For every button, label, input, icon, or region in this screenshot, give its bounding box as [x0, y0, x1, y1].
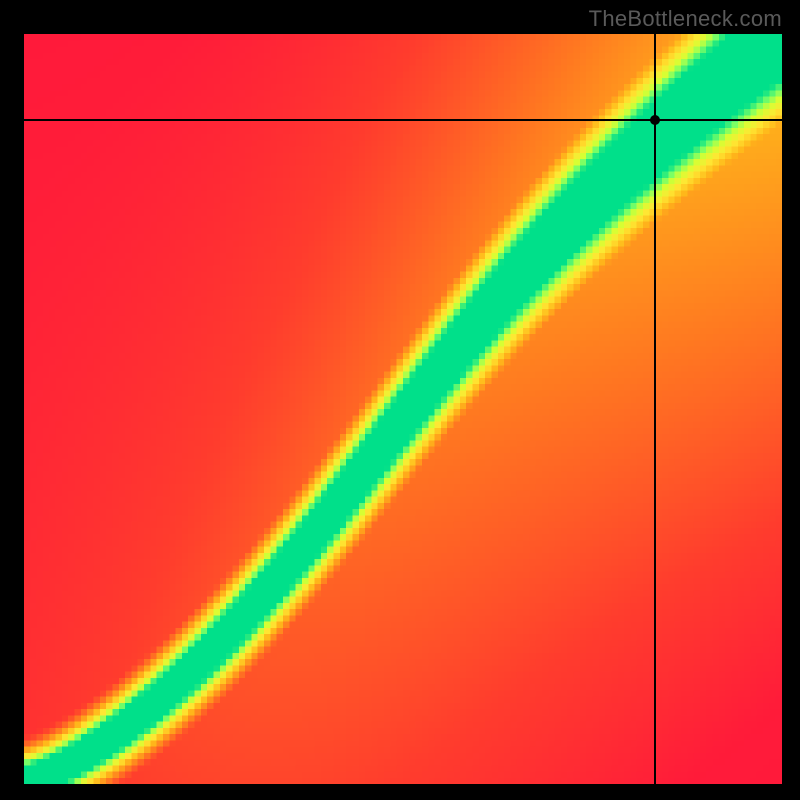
heatmap-plot-area [24, 34, 782, 784]
watermark-text: TheBottleneck.com [589, 6, 782, 32]
crosshair-marker-dot [650, 115, 660, 125]
crosshair-horizontal-line [24, 119, 782, 121]
crosshair-vertical-line [654, 34, 656, 784]
heatmap-canvas [24, 34, 782, 784]
